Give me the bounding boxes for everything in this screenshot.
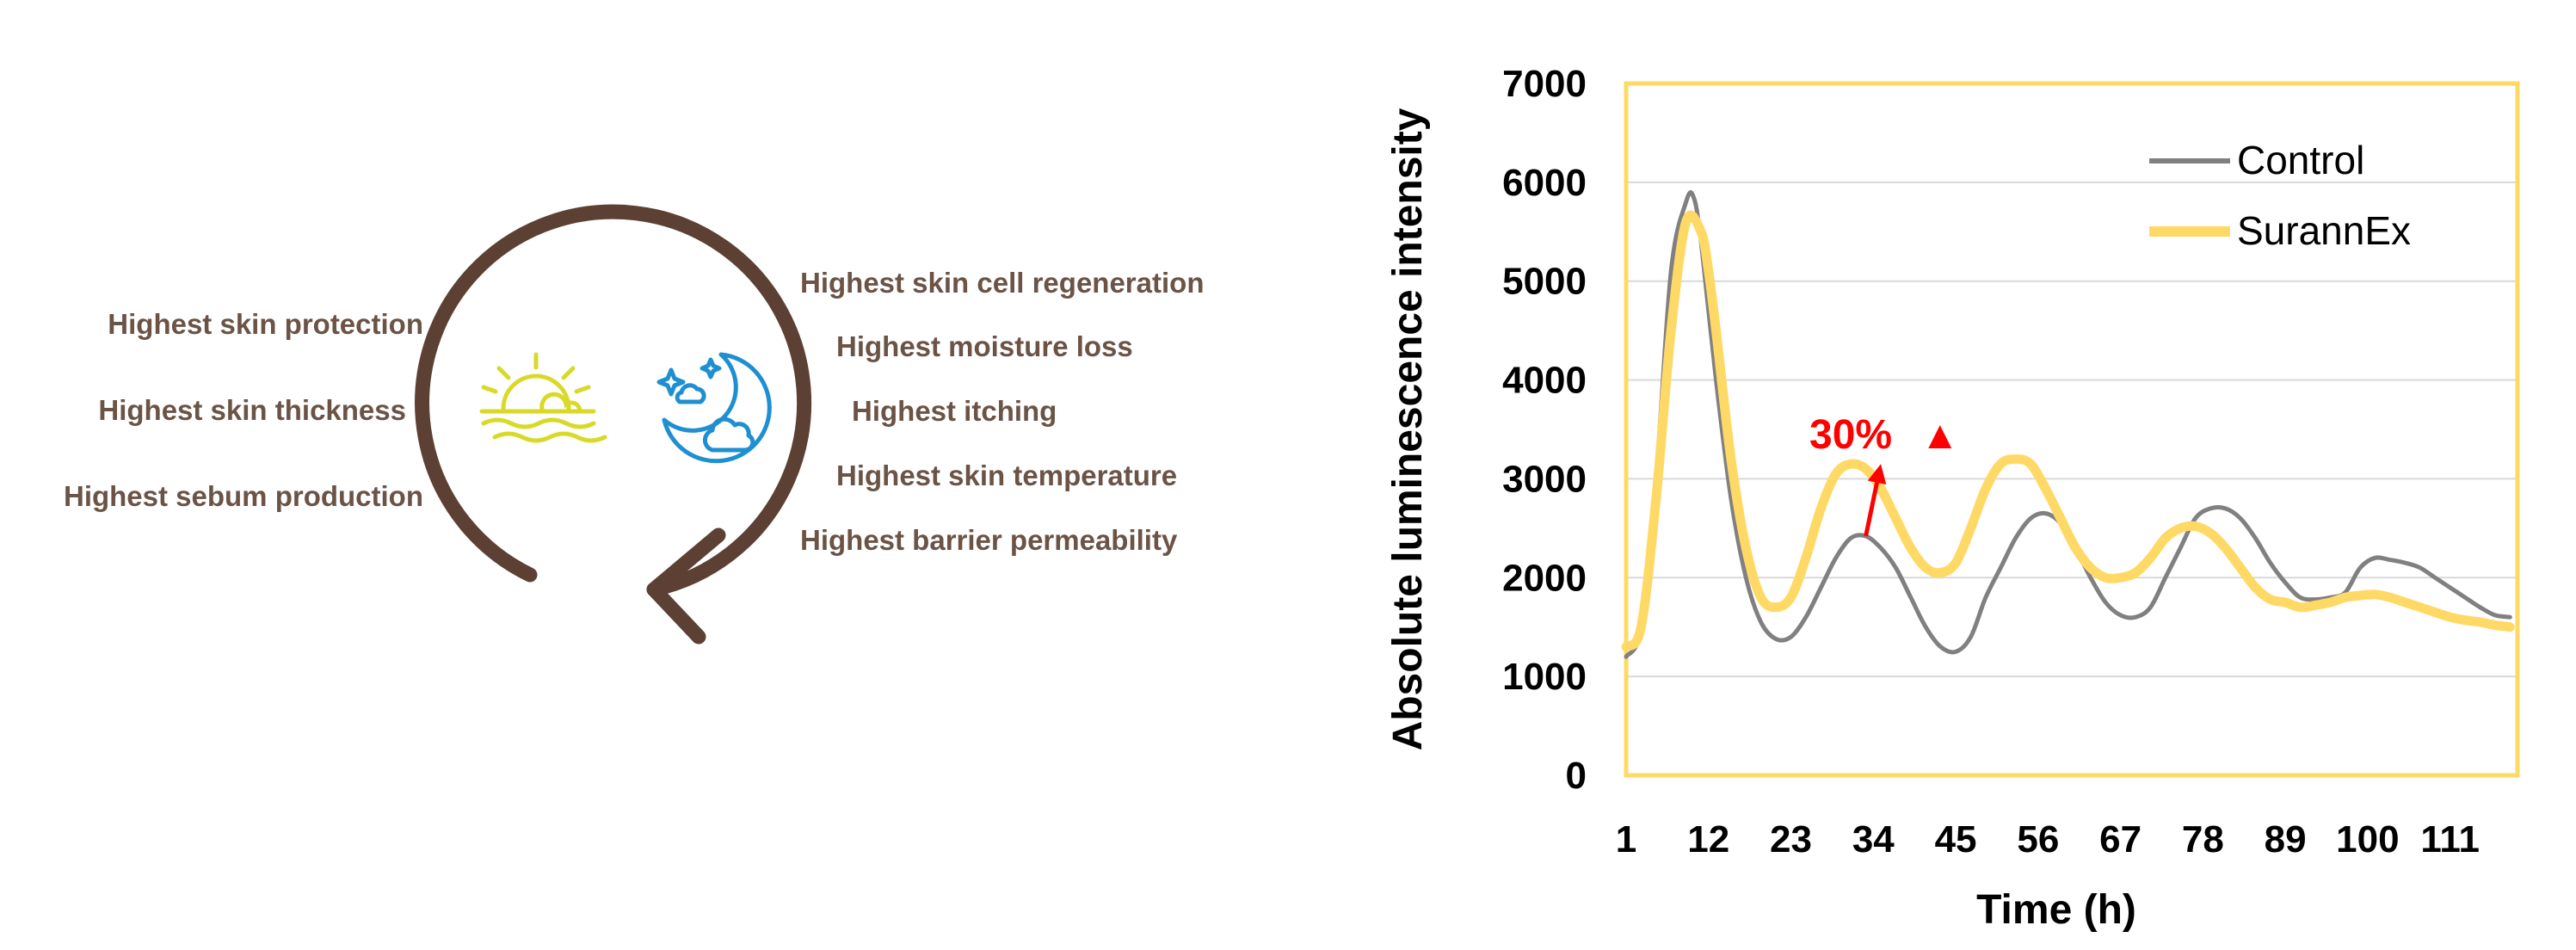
label-itching: Highest itching [852,395,1057,427]
sunrise-icon [479,352,607,443]
moon-cloud-icon [656,352,772,464]
y-tick-label: 7000 [1502,63,1587,105]
legend-label-control: Control [2237,138,2364,182]
annotation-arrow [1864,482,1879,537]
x-tick-label: 78 [2182,818,2224,861]
x-axis-title: Time (h) [1976,887,2136,933]
legend-label-surannex: SurannEx [2237,208,2411,253]
label-moisture-loss: Highest moisture loss [836,330,1133,362]
y-tick-label: 1000 [1502,656,1587,698]
x-tick-label: 34 [1852,818,1895,861]
y-tick-labels: 0 1000 2000 3000 4000 5000 6000 7000 [1502,63,1587,797]
x-tick-label: 100 [2336,818,2399,861]
y-tick-label: 3000 [1502,458,1587,500]
annotation-triangle: ▲ [1920,412,1960,457]
annotation-percent: 30% [1809,412,1892,458]
x-tick-label: 67 [2099,818,2142,861]
y-tick-label: 2000 [1502,557,1587,599]
x-tick-labels: 1 12 23 34 45 56 67 78 89 100 111 [1616,818,2480,861]
series-line-surannex [1621,210,2515,652]
y-tick-label: 4000 [1502,360,1587,402]
label-skin-temperature: Highest skin temperature [836,460,1177,491]
label-skin-thickness: Highest skin thickness [98,394,406,426]
label-sebum-production: Highest sebum production [64,480,423,512]
x-tick-label: 111 [2420,818,2480,861]
y-axis-title: Absolute luminescence intensity [1385,108,1431,750]
label-skin-protection: Highest skin protection [108,308,423,340]
cycle-arrowhead [646,527,726,645]
y-tick-label: 5000 [1502,261,1587,303]
y-tick-label: 0 [1566,755,1587,797]
cycle-arrow [415,204,812,597]
y-tick-label: 6000 [1502,162,1587,204]
luminescence-chart: 0 1000 2000 3000 4000 5000 6000 7000 1 12 23 34 45 5… [1385,63,2520,933]
x-tick-label: 23 [1770,818,1812,861]
x-tick-label: 1 [1616,818,1636,861]
chart-grid [1626,181,2517,678]
label-cell-regeneration: Highest skin cell regeneration [800,267,1204,299]
legend: Control SurannEx [2149,138,2411,253]
x-tick-label: 12 [1687,818,1729,861]
series-line-control [1624,190,2512,659]
x-tick-label: 56 [2017,818,2059,861]
x-tick-label: 45 [1935,818,1977,861]
plot-frame [1624,81,2520,778]
circadian-diagram: Highest skin protection Highest skin thi… [64,204,1204,645]
x-tick-label: 89 [2265,818,2307,861]
chart-series [1621,190,2515,659]
increase-annotation: 30% ▲ [1809,412,1960,537]
annotation-arrowhead [1867,464,1887,484]
label-barrier-permeability: Highest barrier permeability [800,524,1178,556]
